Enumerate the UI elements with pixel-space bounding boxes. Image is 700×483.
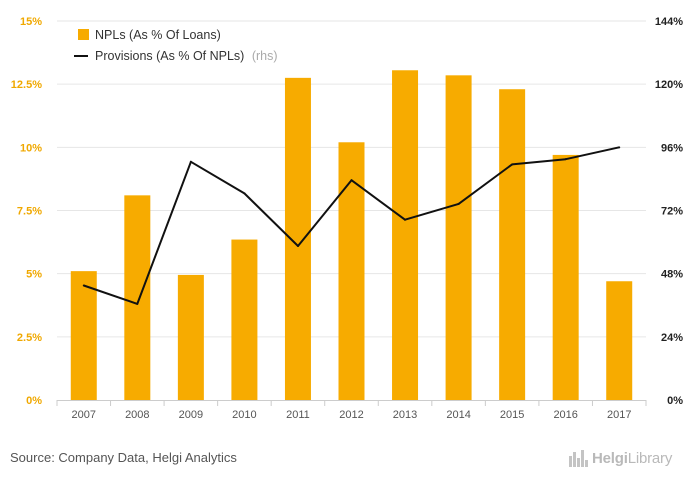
logo-text: HelgiLibrary [592,450,672,467]
y-right-tick-label: 48% [661,269,683,281]
bar [552,154,579,400]
y-left-tick-label: 0% [26,395,42,407]
bar [124,195,151,400]
y-right-tick-label: 120% [655,79,683,91]
axes: 0% 0% 2.5% 24% 5% 48% 7.5% 72% 10% 96% 12.5% 120% 15… [11,16,683,421]
y-left-tick-label: 7.5% [17,206,42,218]
bar [70,271,97,400]
bar-series [70,70,633,401]
line-point [189,160,192,163]
legend-label-provisions-suffix: (rhs) [252,49,278,63]
bar [499,89,526,400]
y-right-tick-label: 96% [661,142,683,154]
line-point [457,202,460,205]
legend-swatch-npls [78,29,89,40]
bar [445,75,472,400]
line-point [511,163,514,166]
legend: NPLs (As % Of Loans) Provisions (As % Of… [74,28,278,63]
y-left-tick-label: 10% [20,142,42,154]
x-tick-label: 2015 [500,409,524,421]
logo-text-light: Library [627,449,673,467]
x-tick-label: 2017 [607,409,631,421]
x-tick-label: 2011 [286,409,310,421]
y-right-tick-label: 72% [661,206,683,218]
y-left-tick-label: 15% [20,16,42,28]
x-tick-label: 2016 [553,409,577,421]
line-series [82,146,621,305]
bar [606,281,633,400]
y-right-tick-label: 144% [655,16,683,28]
y-left-tick-label: 2.5% [17,332,42,344]
y-left-tick-label: 5% [26,269,42,281]
line-point [82,284,85,287]
logo-text-bold: Helgi [592,449,628,467]
line-point [136,302,139,305]
bar [231,239,258,400]
legend-label-npls: NPLs (As % Of Loans) [95,28,221,42]
x-tick-label: 2014 [446,409,470,421]
helgi-library-logo: HelgiLibrary [568,449,672,467]
line-point [350,179,353,182]
bar [284,77,311,400]
bar [177,274,204,400]
source-note: Source: Company Data, Helgi Analytics [10,450,237,465]
y-left-tick-label: 12.5% [11,79,42,91]
x-tick-label: 2012 [339,409,363,421]
line-point [404,218,407,221]
x-tick-label: 2009 [179,409,203,421]
line-point [564,158,567,161]
chart: 0% 0% 2.5% 24% 5% 48% 7.5% 72% 10% 96% 12.5% 120% 15… [11,16,683,421]
legend-label-provisions: Provisions (As % Of NPLs) (rhs) [95,49,278,63]
line-point [296,245,299,248]
x-tick-label: 2010 [232,409,256,421]
bar [392,70,419,401]
x-tick-label: 2013 [393,409,417,421]
line-point [618,146,621,149]
y-right-tick-label: 0% [667,395,683,407]
x-tick-label: 2007 [72,409,96,421]
x-tick-label: 2008 [125,409,149,421]
bar [338,142,365,400]
line-point [243,192,246,195]
legend-label-provisions-name: Provisions (As % Of NPLs) [95,49,244,63]
y-right-tick-label: 24% [661,332,683,344]
buildings-icon [569,450,588,467]
